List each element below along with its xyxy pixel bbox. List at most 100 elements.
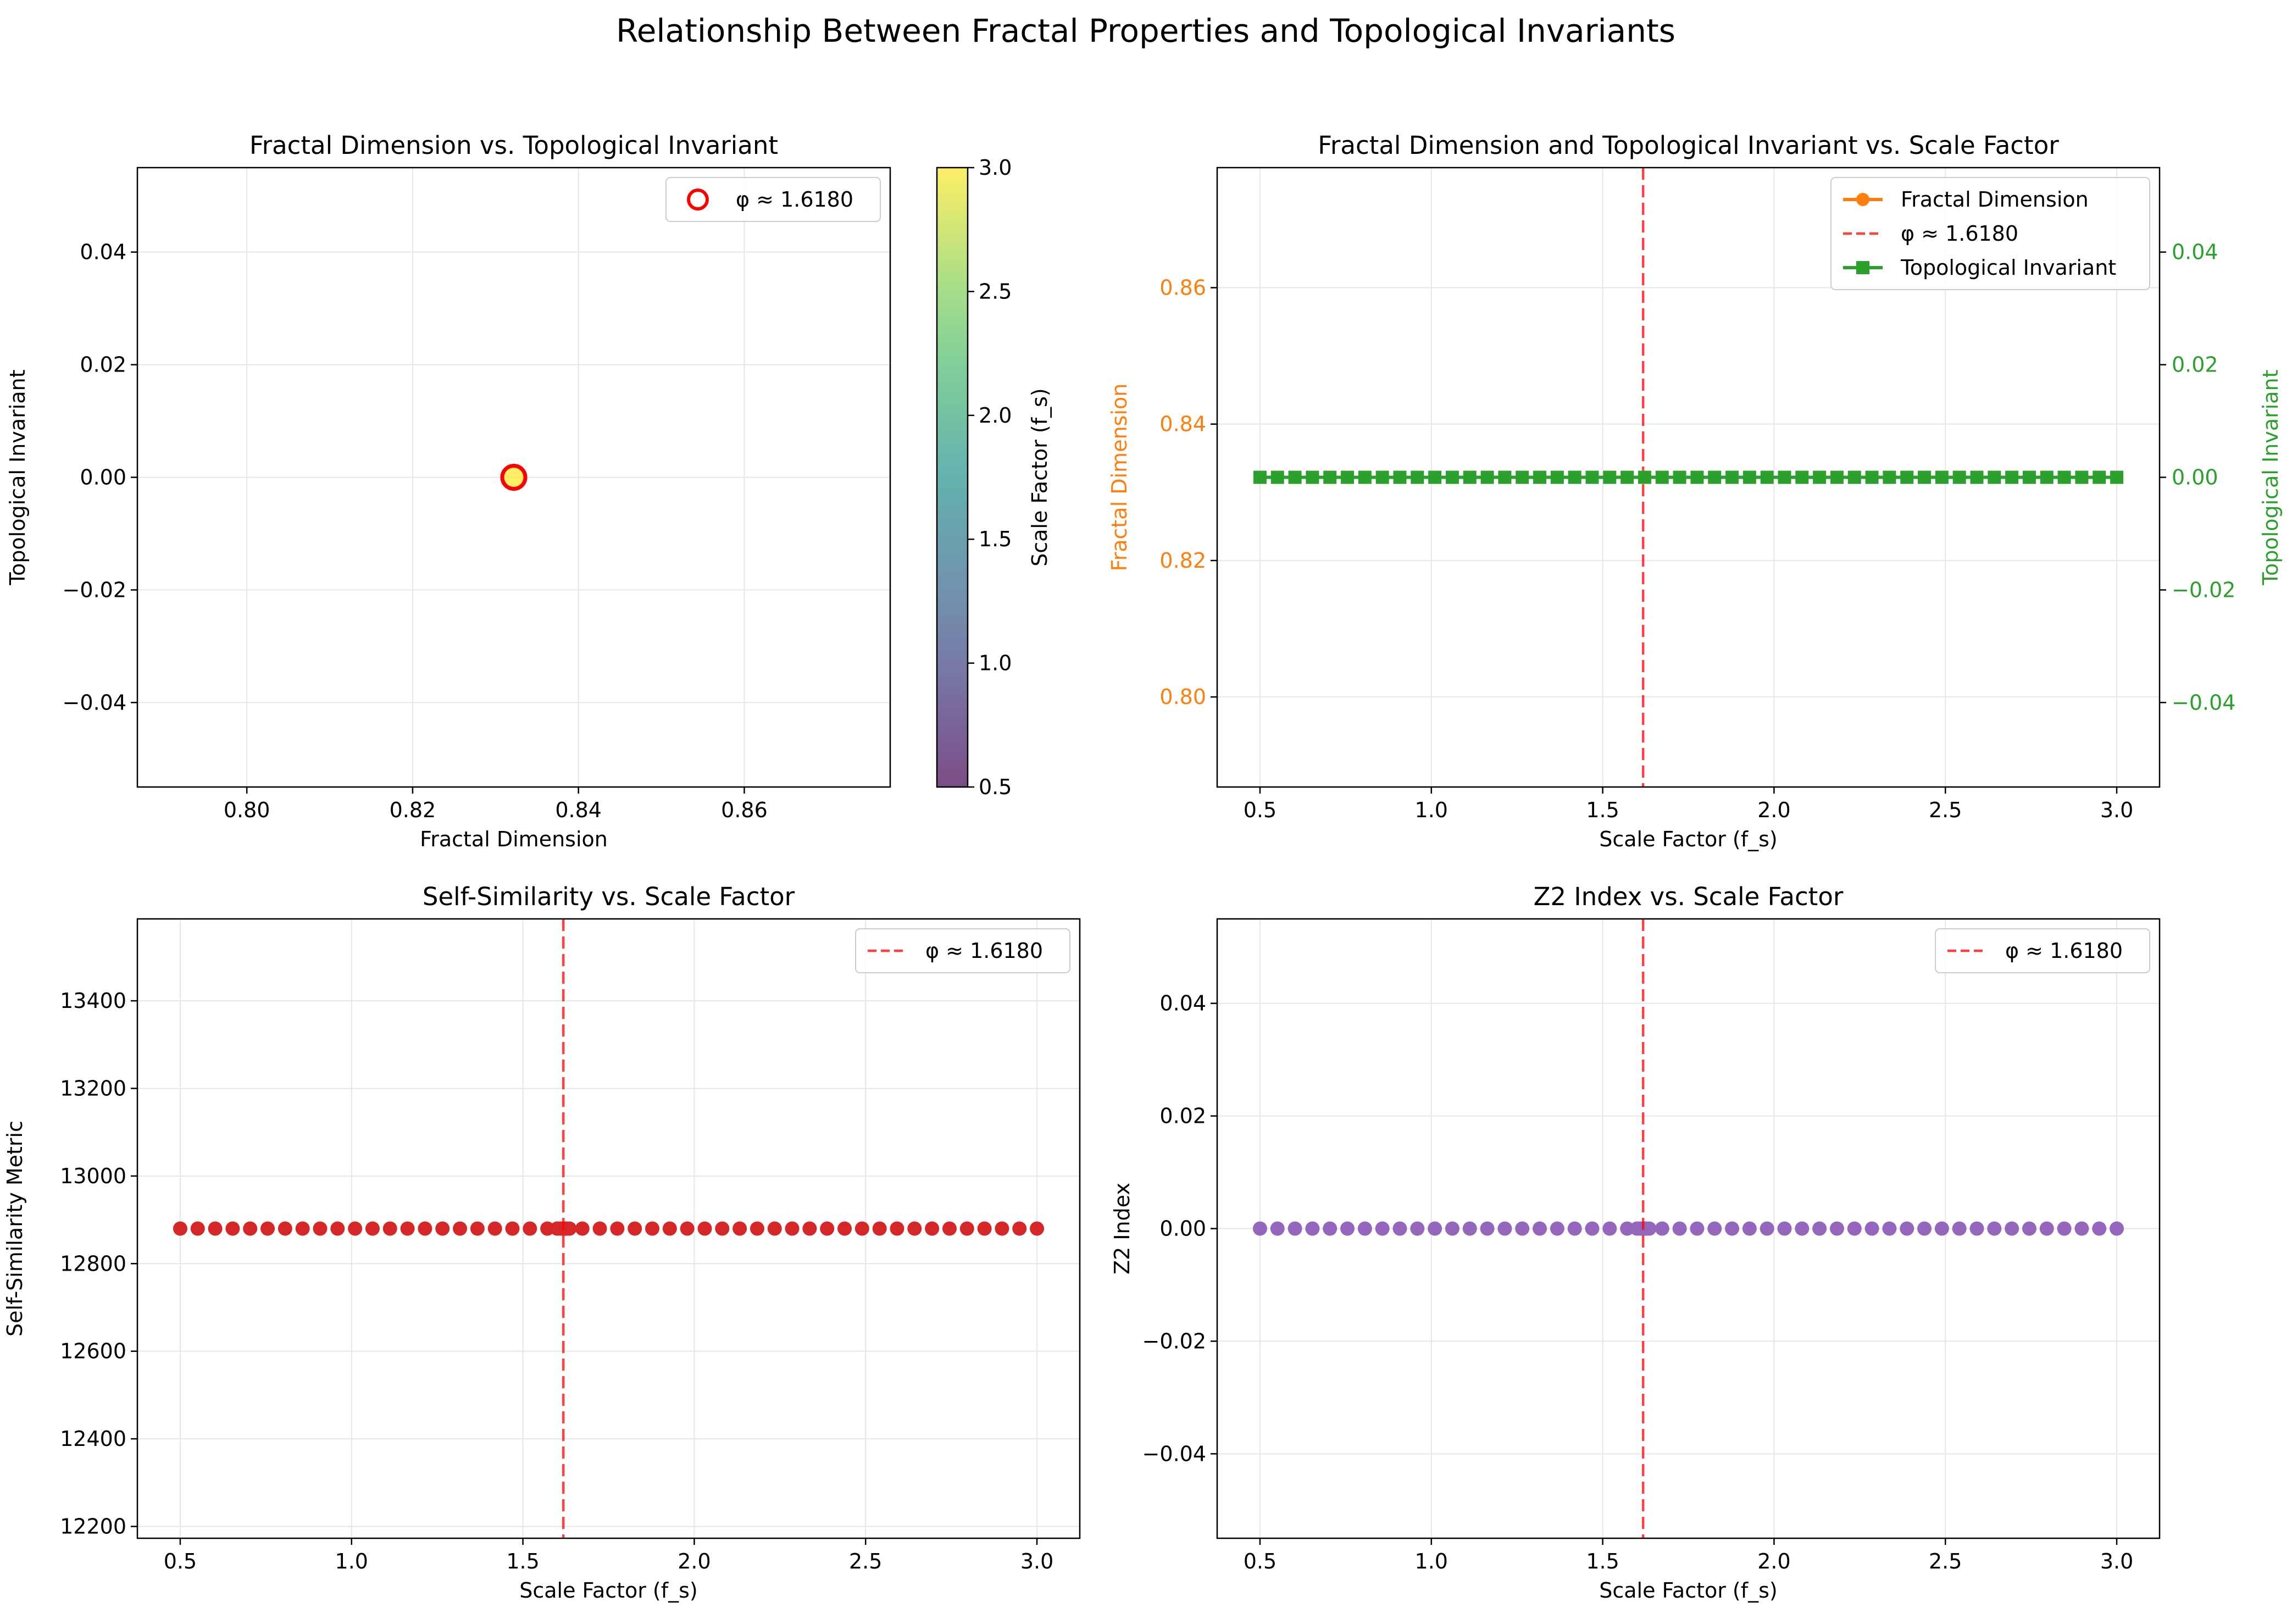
z2-index-point [1655, 1221, 1669, 1236]
self-similarity-point [942, 1221, 957, 1236]
z2-index-point [1392, 1221, 1407, 1236]
legend-box [855, 928, 1070, 973]
topological-invariant-point [2022, 470, 2036, 484]
self-similarity-point [365, 1221, 380, 1236]
legend-entry-label: φ ≈ 1.6180 [1901, 221, 2018, 246]
z2-index-point [1952, 1221, 1967, 1236]
legend-entry-label: Fractal Dimension [1901, 187, 2089, 212]
self-similarity-point [995, 1221, 1009, 1236]
topological-invariant-point [1847, 470, 1861, 484]
self-similarity-point [680, 1221, 695, 1236]
y-tick-label: −0.04 [63, 690, 126, 714]
self-similarity-point [225, 1221, 240, 1236]
self-similarity-point [1012, 1221, 1027, 1236]
right-y-tick-label: 0.04 [2172, 240, 2218, 264]
topological-invariant-point [1760, 470, 1774, 484]
x-tick-label: 3.0 [2100, 798, 2133, 822]
z2-index-point [1934, 1221, 1949, 1236]
self-similarity-point [697, 1221, 712, 1236]
legend-marker-swatch [1856, 261, 1869, 274]
z2-index-point [1917, 1221, 1932, 1236]
self-similarity-point [330, 1221, 345, 1236]
x-axis-label: Scale Factor (f_s) [1599, 1578, 1778, 1603]
x-tick-label: 2.0 [678, 1549, 711, 1573]
y-tick-label: 0.00 [80, 465, 126, 490]
z2-index-point [2092, 1221, 2107, 1236]
z2-index-point [1672, 1221, 1687, 1236]
x-tick-label: 1.0 [1415, 798, 1448, 822]
topological-invariant-point [1638, 470, 1651, 484]
z2-index-point [1480, 1221, 1495, 1236]
z2-index-point [2057, 1221, 2072, 1236]
z2-index-point [1410, 1221, 1425, 1236]
right-y-tick-label: 0.02 [2172, 353, 2218, 377]
z2-index-point [1742, 1221, 1757, 1236]
colorbar-tick-label: 0.5 [979, 775, 1012, 799]
z2-index-point [1287, 1221, 1302, 1236]
z2-index-point [1585, 1221, 1600, 1236]
y-axis-label: Self-Similarity Metric [3, 1121, 27, 1337]
topological-invariant-point [1708, 470, 1722, 484]
topological-invariant-point [1306, 470, 1319, 484]
topological-invariant-point [1288, 470, 1302, 484]
topological-invariant-point [1778, 470, 1791, 484]
topological-invariant-point [2110, 470, 2124, 484]
z2-index-point [2074, 1221, 2089, 1236]
z2-index-point [1847, 1221, 1862, 1236]
z2-index-point [1340, 1221, 1355, 1236]
topological-invariant-point [1341, 470, 1355, 484]
topological-invariant-point [2093, 470, 2106, 484]
y-tick-label: 0.02 [80, 353, 126, 377]
z2-index-point [1795, 1221, 1810, 1236]
self-similarity-point [243, 1221, 258, 1236]
self-similarity-point [418, 1221, 432, 1236]
y-tick-label: 13000 [60, 1164, 126, 1188]
self-similarity-point [907, 1221, 922, 1236]
plot-frame [1216, 918, 2161, 1539]
topological-invariant-point [1428, 470, 1442, 484]
self-similarity-phi-point [562, 1221, 577, 1236]
y-tick-label: 0.80 [1159, 685, 1206, 709]
x-axis-label: Scale Factor (f_s) [519, 1578, 698, 1603]
x-tick-label: 2.5 [1929, 1549, 1962, 1573]
colorbar-tick-label: 3.0 [979, 156, 1012, 180]
topological-invariant-point [1725, 470, 1739, 484]
topological-invariant-point [1865, 470, 1879, 484]
self-similarity-point [453, 1221, 468, 1236]
topological-invariant-point [1795, 470, 1809, 484]
colorbar [936, 167, 969, 788]
z2-index-point [1567, 1221, 1582, 1236]
y-tick-label: 0.02 [1159, 1104, 1206, 1128]
figure-suptitle: Relationship Between Fractal Properties … [616, 12, 1675, 49]
self-similarity-point [1030, 1221, 1045, 1236]
y-tick-label: 0.04 [80, 240, 126, 264]
topological-invariant-point [1358, 470, 1372, 484]
self-similarity-point [925, 1221, 940, 1236]
y-axis-label: Topological Invariant [5, 369, 30, 585]
self-similarity-point [977, 1221, 992, 1236]
topological-invariant-point [1270, 470, 1284, 484]
x-tick-label: 0.5 [164, 1549, 197, 1573]
colorbar-tick-label: 2.0 [979, 403, 1012, 428]
z2-index-point [1515, 1221, 1530, 1236]
z2-index-point [2022, 1221, 2036, 1236]
self-similarity-point [260, 1221, 275, 1236]
x-tick-label: 2.0 [1757, 1549, 1790, 1573]
self-similarity-point [628, 1221, 642, 1236]
x-axis-label: Scale Factor (f_s) [1599, 827, 1778, 851]
z2-index-point [1357, 1221, 1372, 1236]
topological-invariant-point [1988, 470, 2001, 484]
self-similarity-point [750, 1221, 764, 1236]
topological-invariant-point [1935, 470, 1949, 484]
self-similarity-point [872, 1221, 887, 1236]
subplot-title: Self-Similarity vs. Scale Factor [423, 882, 795, 911]
self-similarity-point [348, 1221, 363, 1236]
subplot-title: Fractal Dimension vs. Topological Invari… [249, 131, 778, 160]
plot-frame [136, 167, 891, 788]
y-tick-label: 0.00 [1159, 1217, 1206, 1241]
y-axis-label: Fractal Dimension [1107, 384, 1131, 572]
x-tick-label: 1.5 [506, 1549, 539, 1573]
z2-index-point [2005, 1221, 2019, 1236]
z2-index-point [1462, 1221, 1477, 1236]
